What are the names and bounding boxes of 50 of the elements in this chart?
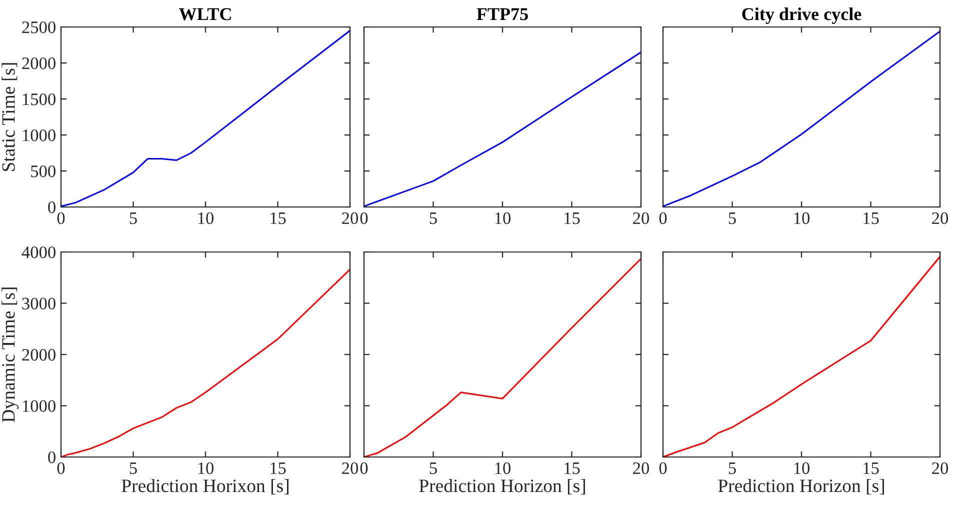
x-tick-label: 15 (864, 462, 879, 474)
x-axis-title: Prediction Horizon [s] (419, 478, 585, 495)
y-tick-label: 2000 (22, 348, 56, 361)
x-tick-label: 20 (932, 212, 948, 224)
x-tick-label: 20 (633, 462, 650, 474)
y-tick-label: 500 (31, 165, 56, 178)
y-tick-label: 1000 (22, 400, 56, 412)
chart-title: City drive cycle (742, 8, 862, 24)
x-tick-label: 20 (633, 212, 650, 224)
chart-title: FTP75 (476, 8, 528, 20)
x-tick-label: 0 (659, 212, 667, 224)
x-tick-label: 10 (198, 212, 214, 224)
y-tick-label: 0 (48, 451, 56, 464)
x-tick-label: 10 (794, 462, 810, 474)
y-tick-label: 2500 (22, 21, 56, 34)
line-series (61, 30, 350, 207)
x-tick-label: 0 (659, 462, 667, 474)
y-tick-label: 1500 (22, 93, 56, 106)
x-tick-label: 0 (360, 212, 368, 224)
x-tick-label: 15 (564, 212, 580, 224)
x-tick-label: 0 (57, 212, 65, 224)
y-tick-label: 3000 (22, 298, 56, 310)
x-axis-title: Prediction Horixon [s] (122, 478, 288, 495)
x-tick-label: 5 (430, 462, 437, 474)
y-tick-label: 1000 (22, 129, 56, 142)
x-tick-label: 15 (270, 462, 286, 474)
x-tick-label: 5 (728, 462, 736, 474)
chart-title: WLTC (178, 8, 231, 20)
x-axis-title: Prediction Horizon [s] (718, 478, 884, 495)
x-tick-label: 5 (130, 462, 137, 474)
x-tick-label: 20 (342, 462, 358, 474)
x-tick-label: 20 (932, 462, 948, 474)
x-tick-label: 20 (342, 212, 358, 224)
y-tick-label: 0 (48, 201, 56, 214)
x-tick-label: 0 (360, 462, 368, 474)
x-tick-label: 10 (198, 462, 214, 474)
x-tick-label: 10 (794, 212, 810, 224)
x-tick-label: 5 (728, 212, 736, 224)
y-axis-title: Dynamic Time [s] (2, 288, 19, 422)
x-tick-label: 15 (864, 212, 879, 224)
x-tick-label: 5 (430, 212, 437, 224)
y-tick-label: 4000 (22, 246, 56, 258)
y-tick-label: 2000 (22, 57, 56, 70)
x-tick-label: 15 (564, 462, 580, 474)
x-tick-label: 10 (495, 462, 511, 474)
x-tick-label: 10 (495, 212, 511, 224)
y-axis-title: Static Time [s] (2, 63, 18, 171)
x-tick-label: 15 (270, 212, 286, 224)
x-tick-label: 5 (130, 212, 137, 224)
x-tick-label: 0 (57, 462, 65, 474)
